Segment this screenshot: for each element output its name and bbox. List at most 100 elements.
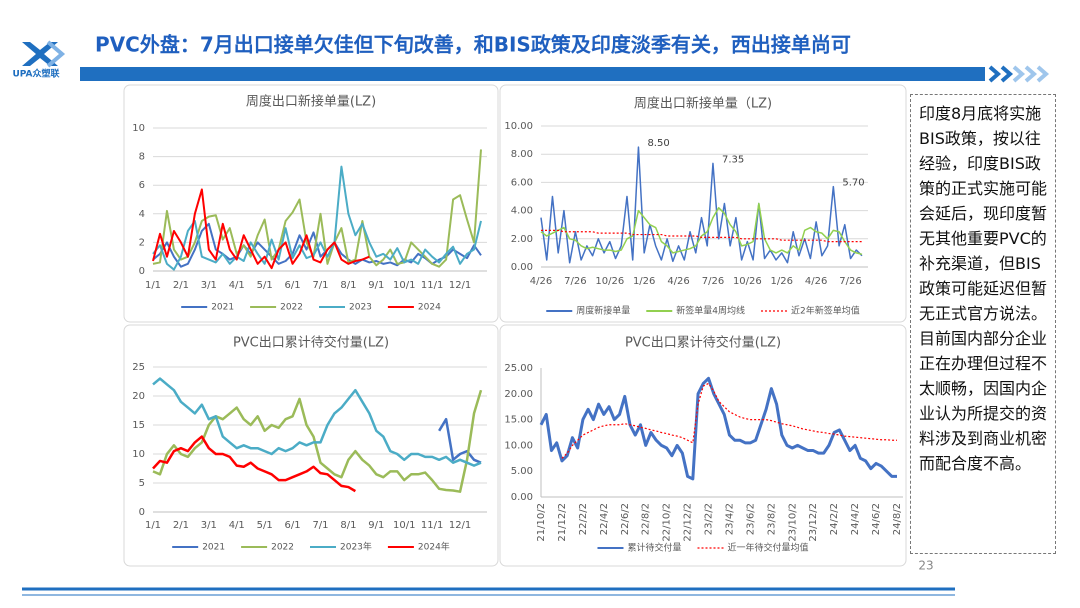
series-line xyxy=(152,389,483,493)
x-tick-label: 5/1 xyxy=(257,280,273,291)
x-tick-label: 10/1 xyxy=(393,280,415,291)
x-tick-label: 5/1 xyxy=(257,520,273,531)
y-tick-label: 8 xyxy=(139,152,145,163)
y-tick-label: 0 xyxy=(139,507,145,518)
x-tick-label: 2/1 xyxy=(173,280,189,291)
note-paragraph: 目前国内部分企业正在办理但过程不太顺畅，因国内企业认为所提交的资料涉及到商业机密… xyxy=(919,329,1048,473)
legend-label: 新签单量4周均线 xyxy=(676,305,745,317)
x-tick-label: 11/1 xyxy=(421,280,443,291)
chart-panel xyxy=(499,84,907,323)
x-tick-label: 10/1 xyxy=(393,520,415,531)
x-tick-label: 24/2/2 xyxy=(829,503,840,535)
x-tick-label: 8/1 xyxy=(340,280,356,291)
y-tick-label: 2.00 xyxy=(511,234,533,245)
y-tick-label: 6.00 xyxy=(511,177,533,188)
chart-title: PVC出口累计待交付量(LZ) xyxy=(233,335,389,351)
series-line xyxy=(152,435,357,493)
chart: PVC出口累计待交付量(LZ) 0 5 10 15 20 25 1/1 2/1 3/1 4/1 5/1… xyxy=(123,324,499,567)
series-line xyxy=(539,376,897,481)
chart-title: 周度出口新接单量(LZ) xyxy=(246,94,376,110)
y-tick-label: 6 xyxy=(139,180,145,191)
x-tick-label: 21/10/2 xyxy=(536,503,547,542)
y-tick-label: 10.00 xyxy=(504,121,533,132)
x-tick-label: 23/10/2 xyxy=(787,503,798,542)
legend-label: 近一年待交付量均值 xyxy=(728,542,809,554)
chart-title: 周度出口新接单量（LZ) xyxy=(634,96,772,112)
y-tick-label: 10 xyxy=(132,123,145,134)
data-label: 8.50 xyxy=(647,138,669,149)
chevron xyxy=(988,65,1014,83)
x-tick-label: 4/1 xyxy=(229,520,245,531)
x-tick-label: 22/6/2 xyxy=(620,503,631,535)
y-tick-label: 8.00 xyxy=(511,149,533,160)
legend: 累计待交付量 近一年待交付量均值 xyxy=(597,542,809,554)
x-tick-label: 3/1 xyxy=(201,520,217,531)
x-tick-label: 6/1 xyxy=(285,280,301,291)
x-tick-label: 4/1 xyxy=(229,280,245,291)
legend-label: 2022 xyxy=(271,543,294,553)
series-line xyxy=(152,149,482,268)
logo-text: UPA众塑联 xyxy=(12,68,60,80)
chart-panel xyxy=(499,324,907,567)
logo: UPA众塑联 xyxy=(12,40,66,80)
logo-mark xyxy=(22,42,58,66)
x-tick-label: 7/26 xyxy=(839,276,861,287)
x-tick-label: 22/10/2 xyxy=(662,503,673,542)
x-tick-label: 9/1 xyxy=(368,280,384,291)
y-tick-label: 0 xyxy=(139,266,145,277)
x-tick-label: 1/1 xyxy=(145,520,161,531)
series-line xyxy=(152,188,370,270)
x-tick-label: 6/1 xyxy=(285,520,301,531)
x-tick-label: 12/1 xyxy=(449,280,471,291)
x-tick-label: 7/26 xyxy=(564,276,586,287)
x-tick-label: 24/4/2 xyxy=(850,503,861,535)
logo-mark xyxy=(46,40,66,68)
title-bar xyxy=(80,67,985,81)
x-tick-label: 2/1 xyxy=(173,520,189,531)
chart: 周度出口新接单量(LZ) 0 2 4 6 8 10 1/1 2/1 3/1 4/1 5/1 6/1 7/1… xyxy=(123,84,499,323)
y-tick-label: 20 xyxy=(132,391,145,402)
y-tick-label: 15 xyxy=(132,420,145,431)
x-tick-label: 7/1 xyxy=(312,520,328,531)
series-line xyxy=(541,229,862,243)
x-tick-label: 10/26 xyxy=(733,276,762,287)
series-line xyxy=(152,165,482,271)
chevron xyxy=(1012,65,1050,83)
legend: 周度新接单量 新签单量4周均线 近2年新签单均值 xyxy=(546,305,860,317)
x-tick-label: 24/6/2 xyxy=(871,503,882,535)
y-tick-label: 4.00 xyxy=(511,206,533,217)
x-tick-label: 10/26 xyxy=(595,276,624,287)
x-tick-label: 4/26 xyxy=(530,276,552,287)
note-paragraph: 印度8月底将实施BIS政策，按以往经验，印度BIS政策的正式实施可能会延后，现印… xyxy=(919,104,1048,323)
x-tick-label: 23/8/2 xyxy=(766,503,777,535)
x-tick-label: 7/1 xyxy=(312,280,328,291)
data-label: 7.35 xyxy=(722,154,744,165)
x-tick-label: 9/1 xyxy=(368,520,384,531)
page-number: 23 xyxy=(918,559,933,573)
series-line xyxy=(561,382,897,459)
y-tick-label: 10.00 xyxy=(504,440,533,451)
y-tick-label: 0.00 xyxy=(511,262,533,273)
y-tick-label: 0.00 xyxy=(511,492,533,503)
x-tick-label: 23/4/2 xyxy=(724,503,735,535)
x-tick-label: 12/1 xyxy=(449,520,471,531)
legend-label: 近2年新签单均值 xyxy=(791,305,860,317)
legend-label: 2023年 xyxy=(340,541,372,553)
y-tick-label: 10 xyxy=(132,449,145,460)
x-tick-label: 8/1 xyxy=(340,520,356,531)
x-tick-label: 23/6/2 xyxy=(745,503,756,535)
y-tick-label: 5.00 xyxy=(511,466,533,477)
x-tick-label: 7/26 xyxy=(702,276,724,287)
legend-label: 2024年 xyxy=(418,541,450,553)
x-tick-label: 1/26 xyxy=(771,276,793,287)
x-tick-label: 22/8/2 xyxy=(641,503,652,535)
legend-label: 2023 xyxy=(349,303,372,313)
y-tick-label: 25.00 xyxy=(504,363,533,374)
chart: PVC出口累计待交付量(LZ) 0.00 5.00 10.00 15.00 20.00 25… xyxy=(499,324,907,567)
chart-title: PVC出口累计待交付量(LZ) xyxy=(625,335,781,351)
chart-panel xyxy=(123,324,499,567)
x-tick-label: 23/12/2 xyxy=(808,503,819,542)
legend-label: 周度新接单量 xyxy=(576,305,630,317)
data-label: 5.70 xyxy=(842,178,864,189)
